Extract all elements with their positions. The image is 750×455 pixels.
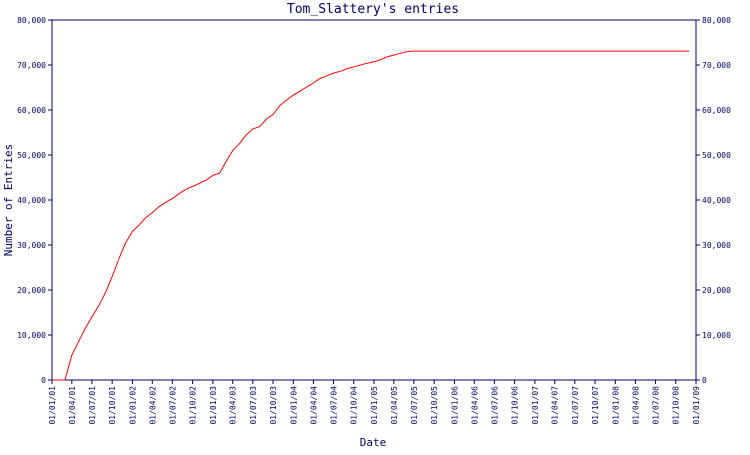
x-tick-label: 01/01/08 [611,386,620,425]
x-tick-label: 01/07/01 [88,386,97,425]
x-tick-label: 01/10/07 [591,386,600,425]
x-tick-label: 01/01/03 [209,386,218,425]
x-tick-label: 01/01/02 [128,386,137,425]
x-tick-label: 01/07/05 [410,386,419,425]
x-tick-label: 01/04/08 [631,386,640,425]
y-tick-label-right: 50,000 [702,151,731,160]
y-tick-label-left: 40,000 [17,196,46,205]
x-tick-label: 01/01/05 [370,386,379,425]
y-tick-label-right: 40,000 [702,196,731,205]
x-tick-label: 01/04/06 [470,386,479,425]
y-tick-label-left: 0 [41,376,46,385]
x-tick-label: 01/10/01 [108,386,117,425]
x-tick-label: 01/04/05 [390,386,399,425]
x-tick-label: 01/07/03 [249,386,258,425]
y-tick-label-right: 20,000 [702,286,731,295]
x-axis-label: Date [360,436,387,449]
series-line [52,50,690,381]
x-tick-label: 01/04/07 [551,386,560,425]
x-tick-label: 01/10/06 [511,386,520,425]
x-tick-label: 01/04/01 [68,386,77,425]
x-tick-label: 01/10/03 [269,386,278,425]
x-tick-label: 01/01/07 [531,386,540,425]
y-tick-label-left: 60,000 [17,106,46,115]
x-tick-label: 01/10/02 [189,386,198,425]
y-tick-label-right: 80,000 [702,16,731,25]
x-tick-label: 01/04/04 [309,386,318,425]
x-tick-label: 01/10/08 [672,386,681,425]
x-tick-label: 01/10/04 [350,386,359,425]
y-tick-label-right: 0 [702,376,707,385]
plot-frame [51,19,697,381]
x-tick-label: 01/04/02 [148,386,157,425]
y-tick-label-left: 70,000 [17,61,46,70]
x-tick-label: 01/10/05 [430,386,439,425]
y-tick-label-right: 30,000 [702,241,731,250]
y-tick-label-left: 80,000 [17,16,46,25]
y-tick-label-left: 10,000 [17,331,46,340]
x-tick-label: 01/01/01 [48,386,57,425]
x-tick-label: 01/04/03 [229,386,238,425]
x-tick-label: 01/07/04 [329,386,338,425]
x-tick-label: 01/07/08 [651,386,660,425]
y-tick-label-left: 50,000 [17,151,46,160]
y-tick-label-right: 10,000 [702,331,731,340]
plot-area: 0 0 10,000 10,000 20,000 20,000 30,000 30,000 40… [17,16,731,425]
y-tick-label-right: 70,000 [702,61,731,70]
y-tick-label-left: 30,000 [17,241,46,250]
chart-title: Tom_Slattery's entries [287,2,459,17]
y-axis-label: Number of Entries [2,144,15,257]
x-tick-label: 01/01/06 [450,386,459,425]
x-tick-label: 01/07/06 [490,386,499,425]
x-tick-label: 01/07/02 [168,386,177,425]
y-tick-label-right: 60,000 [702,106,731,115]
x-tick-label: 01/01/09 [692,386,701,425]
x-tick-label: 01/01/04 [289,386,298,425]
y-tick-label-left: 20,000 [17,286,46,295]
x-tick-label: 01/07/07 [571,386,580,425]
